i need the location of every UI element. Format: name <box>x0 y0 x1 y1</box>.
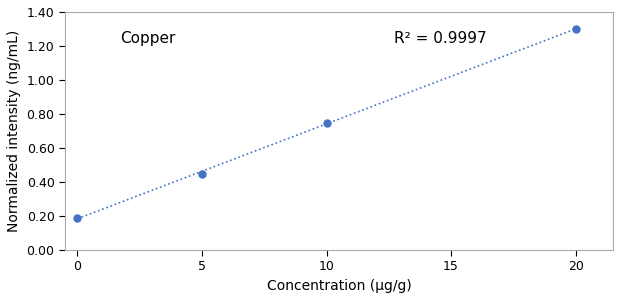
Text: R² = 0.9997: R² = 0.9997 <box>394 31 487 46</box>
Y-axis label: Normalized intensity (ng/mL): Normalized intensity (ng/mL) <box>7 30 21 232</box>
X-axis label: Concentration (µg/g): Concentration (µg/g) <box>267 279 411 293</box>
Text: Copper: Copper <box>120 31 175 46</box>
